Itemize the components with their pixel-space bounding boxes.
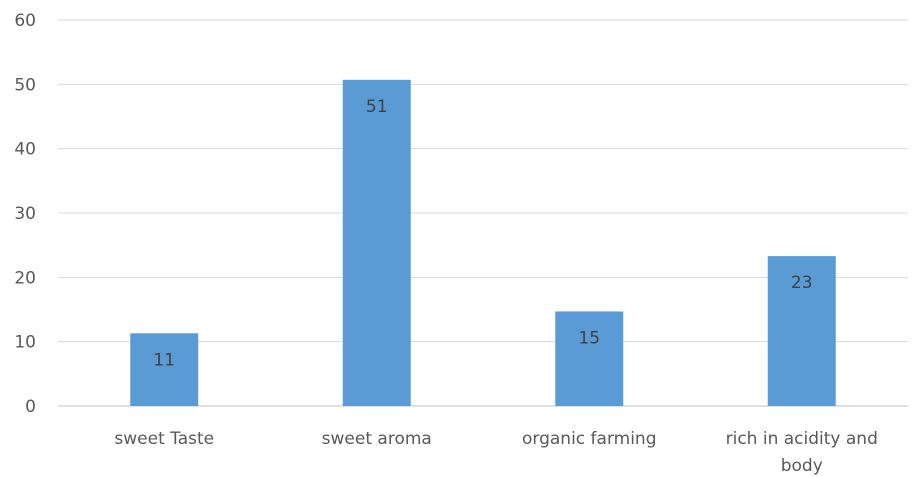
category-label: sweet aroma [322, 429, 432, 449]
category-label: rich in acidity and body [726, 429, 878, 476]
y-tick-label: 60 [14, 11, 36, 31]
y-tick-label: 40 [14, 140, 36, 160]
data-label: 11 [153, 350, 175, 370]
data-labels: 11 51 15 23 [153, 97, 812, 370]
bar [342, 79, 411, 406]
bar [130, 333, 199, 406]
data-label: 15 [578, 328, 600, 348]
y-tick-label: 20 [14, 268, 36, 288]
category-label: sweet Taste [114, 429, 214, 449]
y-tick-label: 50 [14, 75, 36, 95]
data-label: 23 [791, 273, 813, 293]
gridlines [58, 19, 908, 407]
bar [767, 256, 836, 406]
bars [130, 79, 836, 406]
y-axis-tick-labels: 0 10 20 30 40 50 60 [14, 11, 36, 417]
category-label: organic farming [522, 429, 657, 449]
x-axis-category-labels: sweet Taste sweet aroma organic farming ric… [114, 429, 877, 476]
y-tick-label: 10 [14, 333, 36, 353]
data-label: 51 [366, 97, 388, 117]
bar [555, 311, 624, 406]
y-tick-label: 0 [25, 397, 36, 417]
y-tick-label: 30 [14, 204, 36, 224]
